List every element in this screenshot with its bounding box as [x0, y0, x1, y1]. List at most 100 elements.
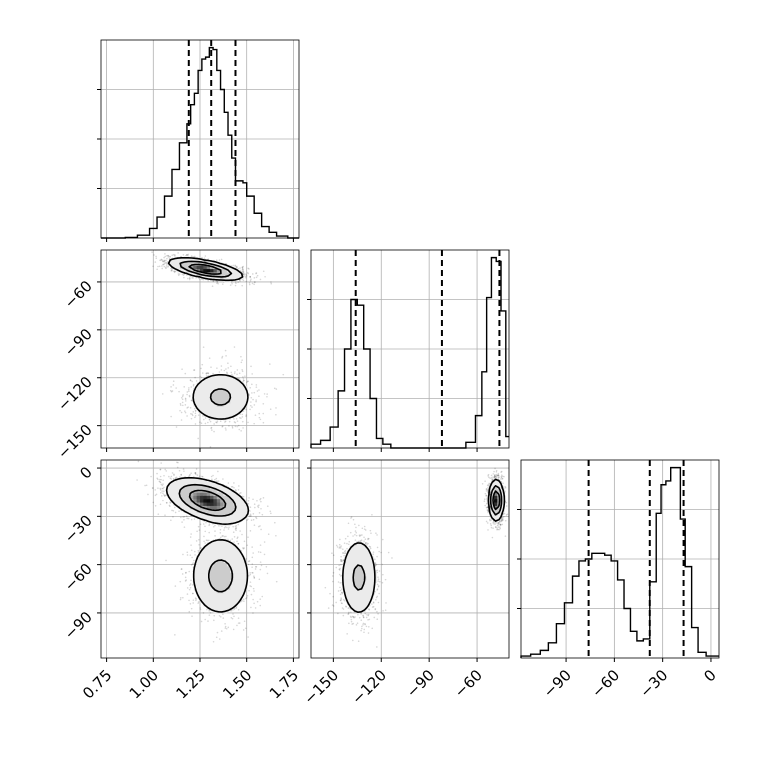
scatter-point: [254, 404, 256, 406]
scatter-point: [260, 508, 262, 510]
scatter-point: [258, 395, 260, 397]
scatter-point: [268, 533, 270, 535]
scatter-point: [200, 609, 202, 611]
scatter-point: [250, 280, 252, 282]
scatter-point: [169, 256, 171, 258]
scatter-point: [254, 281, 256, 283]
scatter-point: [194, 377, 196, 379]
scatter-point: [207, 422, 209, 424]
scatter-point: [210, 446, 212, 448]
scatter-point: [191, 400, 193, 402]
scatter-point: [238, 378, 240, 380]
scatter-point: [179, 470, 181, 472]
scatter-point: [253, 588, 255, 590]
scatter-point: [187, 406, 189, 408]
scatter-point: [216, 480, 218, 482]
scatter-point: [242, 370, 244, 372]
scatter-point: [221, 357, 223, 359]
scatter-point: [187, 554, 189, 556]
scatter-point: [152, 502, 154, 504]
scatter-point: [251, 373, 253, 375]
scatter-point: [225, 427, 227, 429]
scatter-point: [228, 425, 230, 427]
scatter-point: [177, 467, 179, 469]
scatter-point: [251, 384, 253, 386]
scatter-point: [250, 401, 252, 403]
scatter-point: [196, 468, 198, 470]
scatter-point: [182, 273, 184, 275]
scatter-point: [245, 409, 247, 411]
scatter-point: [226, 527, 228, 529]
scatter-point: [243, 378, 245, 380]
scatter-point: [186, 394, 188, 396]
scatter-point: [195, 413, 197, 415]
scatter-point: [250, 278, 252, 280]
scatter-point: [181, 568, 183, 570]
scatter-point: [259, 512, 261, 514]
scatter-point: [189, 396, 191, 398]
scatter-point: [183, 277, 185, 279]
scatter-point: [194, 551, 196, 553]
scatter-point: [182, 516, 184, 518]
scatter-point: [176, 476, 178, 478]
scatter-point: [237, 281, 239, 283]
scatter-point: [240, 430, 242, 432]
scatter-point: [211, 427, 213, 429]
scatter-point: [198, 414, 200, 416]
scatter-point: [219, 371, 221, 373]
scatter-point: [263, 497, 265, 499]
scatter-point: [152, 487, 154, 489]
scatter-point: [173, 478, 175, 480]
scatter-point: [210, 366, 212, 368]
scatter-point: [174, 255, 176, 257]
scatter-point: [249, 515, 251, 517]
scatter-point: [245, 627, 247, 629]
scatter-point: [170, 416, 172, 418]
scatter-point: [185, 404, 187, 406]
scatter-point: [181, 397, 183, 399]
scatter-point: [181, 412, 183, 414]
scatter-point: [156, 473, 158, 475]
scatter-point: [201, 257, 203, 259]
scatter-point: [252, 399, 254, 401]
scatter-point: [242, 414, 244, 416]
scatter-point: [252, 563, 254, 565]
scatter-point: [173, 384, 175, 386]
scatter-point: [199, 376, 201, 378]
scatter-point: [225, 526, 227, 528]
scatter-point: [257, 390, 259, 392]
scatter-point: [216, 259, 218, 261]
scatter-point: [243, 380, 245, 382]
scatter-point: [243, 279, 245, 281]
scatter-point: [244, 273, 246, 275]
scatter-point: [228, 528, 230, 530]
scatter-point: [186, 515, 188, 517]
scatter-point: [251, 406, 253, 408]
scatter-point: [159, 265, 161, 267]
scatter-point: [154, 261, 156, 263]
scatter-point: [189, 589, 191, 591]
scatter-point: [249, 409, 251, 411]
scatter-point: [246, 519, 248, 521]
scatter-point: [235, 285, 237, 287]
scatter-point: [168, 476, 170, 478]
scatter-point: [189, 279, 191, 281]
scatter-point: [181, 419, 183, 421]
scatter-point: [163, 257, 165, 259]
scatter-point: [235, 489, 237, 491]
scatter-point: [182, 398, 184, 400]
scatter-point: [182, 396, 184, 398]
scatter-point: [230, 372, 232, 374]
scatter-point: [236, 418, 238, 420]
density-panel-0-1: [101, 248, 299, 448]
scatter-point: [260, 279, 262, 281]
scatter-point: [152, 265, 154, 267]
scatter-point: [266, 393, 268, 395]
scatter-point: [204, 619, 206, 621]
scatter-point: [194, 417, 196, 419]
scatter-point: [225, 350, 227, 352]
scatter-point: [167, 266, 169, 268]
scatter-point: [201, 377, 203, 379]
scatter-point: [242, 268, 244, 270]
scatter-point: [191, 381, 193, 383]
